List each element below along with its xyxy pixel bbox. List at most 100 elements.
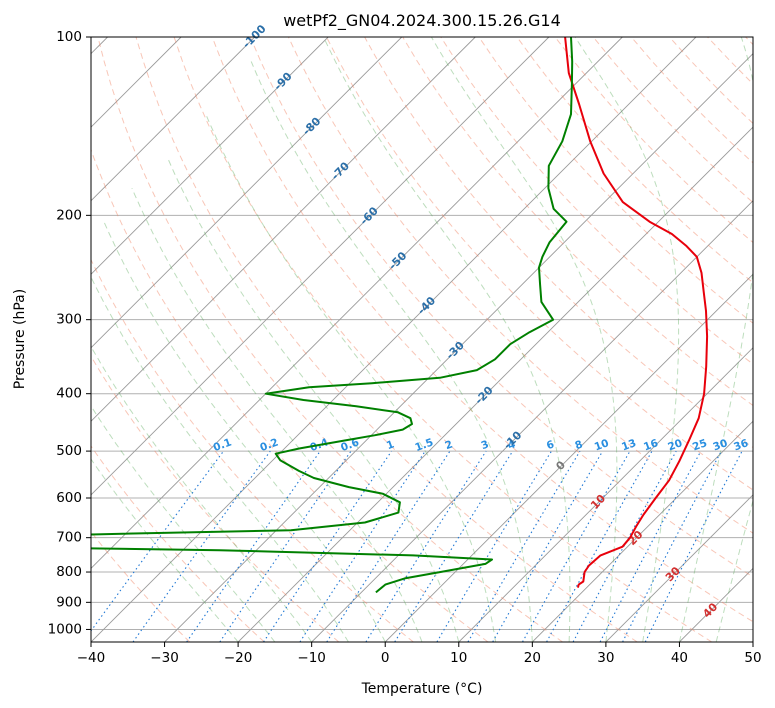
dry-adiabat-line — [287, 37, 753, 534]
isotherm-label: 30 — [663, 564, 683, 584]
dry-adiabat-line — [97, 37, 563, 642]
mixing-ratio-label: 0.1 — [212, 436, 234, 454]
mixing-ratio-line — [186, 450, 321, 642]
series-line-1 — [564, 37, 709, 588]
isotherm-line — [91, 37, 256, 202]
dry-adiabat-line — [135, 37, 638, 642]
mixing-ratio-label: 0.2 — [258, 436, 280, 454]
mixing-ratio-line — [572, 450, 677, 642]
y-tick-label: 500 — [56, 443, 82, 459]
x-tick-label: 20 — [524, 650, 541, 666]
moist-adiabat-line — [91, 458, 239, 642]
dry-adiabat-line — [91, 445, 265, 642]
mixing-ratio-label: 16 — [642, 437, 660, 453]
x-tick-label: 10 — [450, 650, 467, 666]
dry-adiabat-line — [554, 37, 753, 244]
mixing-ratio-lines — [91, 450, 743, 642]
moist-adiabat-line — [131, 187, 423, 642]
mixing-ratio-line — [326, 450, 451, 642]
dry-adiabat-line — [669, 37, 753, 125]
isotherm-label: 0 — [553, 458, 568, 473]
x-axis-ticks: −40 −30 −20 −10 0 10 20 30 40 50 — [77, 642, 762, 666]
dry-adiabat-line — [592, 37, 753, 204]
y-tick-label: 800 — [56, 564, 82, 580]
dry-adiabat-line — [211, 37, 753, 623]
dry-adiabat-line — [249, 37, 753, 578]
isotherm-line — [679, 567, 753, 642]
isotherm-line — [91, 37, 329, 275]
background-lines — [91, 37, 753, 642]
mixing-ratio-label: 20 — [666, 437, 684, 453]
isotherm-label: -30 — [444, 339, 467, 362]
y-tick-label: 300 — [56, 312, 82, 328]
isotherm-label: 10 — [588, 492, 608, 512]
x-tick-label: 50 — [744, 650, 761, 666]
isotherm-label: -10 — [501, 428, 524, 451]
dry-adiabat-line — [440, 37, 753, 365]
y-tick-label: 200 — [56, 207, 82, 223]
isotherm-label: -80 — [300, 114, 323, 137]
x-axis-label: Temperature (°C) — [361, 681, 483, 697]
mixing-ratio-label: 25 — [691, 437, 709, 453]
isotherm-line — [91, 37, 476, 422]
mixing-ratio-line — [644, 450, 743, 642]
chart-title: wetPf2_GN04.2024.300.15.26.G14 — [283, 11, 561, 31]
x-tick-label: 30 — [597, 650, 614, 666]
mixing-ratio-line — [91, 450, 224, 632]
plot-frame — [90, 36, 754, 643]
x-tick-label: −40 — [77, 650, 106, 666]
isotherm-line — [458, 347, 753, 642]
dry-adiabat-line — [707, 37, 753, 85]
moist-adiabat-line — [678, 37, 753, 642]
mixing-ratio-label: 13 — [620, 437, 638, 453]
isotherm-label: -40 — [415, 294, 438, 317]
dry-adiabat-line — [516, 37, 753, 284]
y-tick-label: 600 — [56, 490, 82, 506]
dry-adiabat-line — [478, 37, 753, 324]
isotherm-label: -70 — [329, 159, 352, 182]
x-tick-label: 40 — [671, 650, 688, 666]
mixing-ratio-line — [365, 450, 487, 642]
isotherm-line — [91, 37, 550, 496]
y-tick-label: 1000 — [48, 621, 82, 637]
mixing-ratio-line — [219, 450, 352, 642]
moist-adiabat-line — [167, 157, 460, 642]
mixing-ratio-line — [263, 450, 392, 642]
mixing-ratio-line — [299, 450, 426, 642]
profile-series — [91, 37, 709, 594]
moist-adiabat-line — [430, 37, 618, 642]
moist-adiabat-line — [574, 37, 680, 642]
isotherm-label: -60 — [358, 204, 381, 227]
mixing-ratio-line — [467, 450, 581, 642]
moist-adiabat-line — [91, 275, 349, 642]
dry-adiabat-line — [91, 531, 191, 642]
mixing-ratio-label: 6 — [545, 438, 556, 452]
mixing-ratio-label: 1.5 — [413, 436, 435, 454]
y-axis-ticks: 100 200 300 400 500 600 700 800 900 1000 — [48, 29, 91, 637]
x-tick-label: −10 — [297, 650, 326, 666]
moist-adiabat-line — [103, 221, 386, 642]
mixing-ratio-label: 30 — [711, 437, 729, 453]
moist-adiabat-line — [250, 61, 533, 642]
isotherm-line — [605, 494, 753, 642]
mixing-ratio-line — [394, 450, 514, 642]
dry-adiabat-line — [326, 37, 753, 491]
moist-adiabat-line — [205, 114, 497, 642]
dry-adiabat-line — [173, 37, 713, 642]
isotherm-line — [237, 126, 753, 642]
isotherm-line — [91, 37, 697, 642]
mixing-ratio-label: 3 — [480, 438, 491, 452]
moist-adiabat-line — [323, 37, 571, 642]
isotherm-label: -90 — [271, 70, 294, 93]
isotherm-line — [311, 200, 753, 642]
x-tick-label: −30 — [150, 650, 179, 666]
isotherm-line — [91, 37, 403, 349]
isotherm-line — [164, 52, 753, 642]
isotherm-line — [91, 37, 623, 570]
series-line-2 — [91, 37, 574, 594]
y-tick-label: 700 — [56, 530, 82, 546]
moist-adiabat-line — [715, 498, 753, 642]
dry-adiabat-line — [745, 37, 753, 46]
mixing-ratio-line — [132, 450, 271, 642]
